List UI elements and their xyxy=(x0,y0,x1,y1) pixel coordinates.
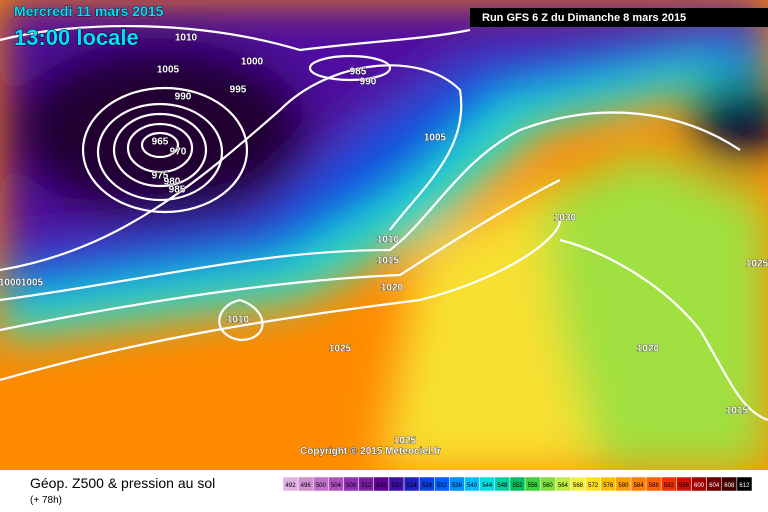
isobar-label: 1015 xyxy=(377,256,400,267)
scale-label: 564 xyxy=(558,483,569,489)
isobar-label: 1010 xyxy=(377,235,400,246)
isobar xyxy=(0,24,471,52)
isobar-label: 1000 xyxy=(0,278,22,289)
scale-label: 600 xyxy=(694,483,705,489)
footer-title: Géop. Z500 & pression au sol xyxy=(30,475,215,491)
isobar-label: 1015 xyxy=(726,406,749,417)
scale-label: 556 xyxy=(528,483,539,489)
scale-label: 572 xyxy=(588,483,599,489)
scale-label: 500 xyxy=(316,483,327,489)
isobar-label: 1005 xyxy=(424,133,447,144)
isobar-label: 985 xyxy=(350,67,367,78)
scale-label: 540 xyxy=(467,483,478,489)
isobar-label: 975 xyxy=(152,171,169,182)
scale-label: 532 xyxy=(437,483,448,489)
isobar-label: 1005 xyxy=(21,278,44,289)
isobar xyxy=(81,86,249,214)
field-low xyxy=(10,40,310,220)
isobar-label: 1010 xyxy=(227,315,250,326)
isobar xyxy=(308,54,392,82)
isobar xyxy=(0,111,741,302)
isobar-label: 980 xyxy=(164,177,181,188)
isobar-label: 965 xyxy=(152,137,169,148)
scale-label: 608 xyxy=(724,483,735,489)
forecast-date: Mercredi 11 mars 2015 xyxy=(14,3,164,19)
isobar xyxy=(0,219,562,382)
isobar-label: 990 xyxy=(360,77,377,88)
geopotential-field xyxy=(0,0,768,470)
scale-label: 504 xyxy=(331,483,342,489)
field-cold-east xyxy=(690,80,768,160)
isobar xyxy=(112,112,208,188)
isobar-label: 1005 xyxy=(157,65,180,76)
isobar-label: 1020 xyxy=(381,283,404,294)
isobar xyxy=(0,179,561,332)
forecast-time: 13:00 locale xyxy=(14,25,139,50)
color-swatch xyxy=(736,476,753,492)
scale-label: 552 xyxy=(512,483,523,489)
scale-label: 588 xyxy=(649,483,660,489)
isobar xyxy=(96,102,224,202)
scale-label: 496 xyxy=(301,483,312,489)
isobar-label: 1000 xyxy=(241,57,264,68)
isobar xyxy=(559,238,768,422)
isobar-label: 1020 xyxy=(637,344,660,355)
scale-label: 568 xyxy=(573,483,584,489)
scale-label: 528 xyxy=(422,483,433,489)
field-green xyxy=(540,150,768,470)
copyright: Copyright © 2015 Meteociel.fr xyxy=(300,446,441,457)
run-info: Run GFS 6 Z du Dimanche 8 mars 2015 xyxy=(482,12,686,24)
isobars xyxy=(0,24,768,422)
scale-label: 512 xyxy=(361,483,372,489)
field-bands xyxy=(0,0,768,470)
scale-label: 612 xyxy=(739,483,750,489)
scale-label: 604 xyxy=(709,483,720,489)
scale-label: 560 xyxy=(543,483,554,489)
isobar xyxy=(218,298,264,342)
isobar-label: 970 xyxy=(170,147,187,158)
scale-label: 516 xyxy=(376,483,387,489)
isobar-labels: 1010 1005 1000 985 990 995 990 965 970 9… xyxy=(0,32,768,447)
run-box xyxy=(470,8,768,27)
isobar xyxy=(140,131,180,159)
scale-label: 548 xyxy=(497,483,508,489)
isobar-label: 1030 xyxy=(554,213,577,224)
forecast-lead: (+ 78h) xyxy=(30,495,62,506)
scale-label: 508 xyxy=(346,483,357,489)
isobar xyxy=(0,64,463,272)
isobar-label: 1010 xyxy=(175,33,198,44)
scale-label: 576 xyxy=(603,483,614,489)
scale-label: 584 xyxy=(634,483,645,489)
scale-label: 492 xyxy=(286,483,297,489)
scale-label: 524 xyxy=(407,483,418,489)
isobar-label: 1025 xyxy=(746,259,768,270)
scale-label: 520 xyxy=(391,483,402,489)
scale-label: 580 xyxy=(618,483,629,489)
isobar-label: 995 xyxy=(230,85,247,96)
color-scale: 492 496 500 504 508 512 516 520 524 528 532 536 540 5… xyxy=(282,476,753,492)
isobar-label: 1025 xyxy=(394,436,417,447)
scale-label: 592 xyxy=(664,483,675,489)
isobar-label: 1025 xyxy=(329,344,352,355)
scale-label: 536 xyxy=(452,483,463,489)
isobar-label: 990 xyxy=(175,92,192,103)
isobar-label: 985 xyxy=(169,185,186,196)
scale-label: 596 xyxy=(679,483,690,489)
scale-label: 544 xyxy=(482,483,493,489)
isobar xyxy=(126,122,194,174)
